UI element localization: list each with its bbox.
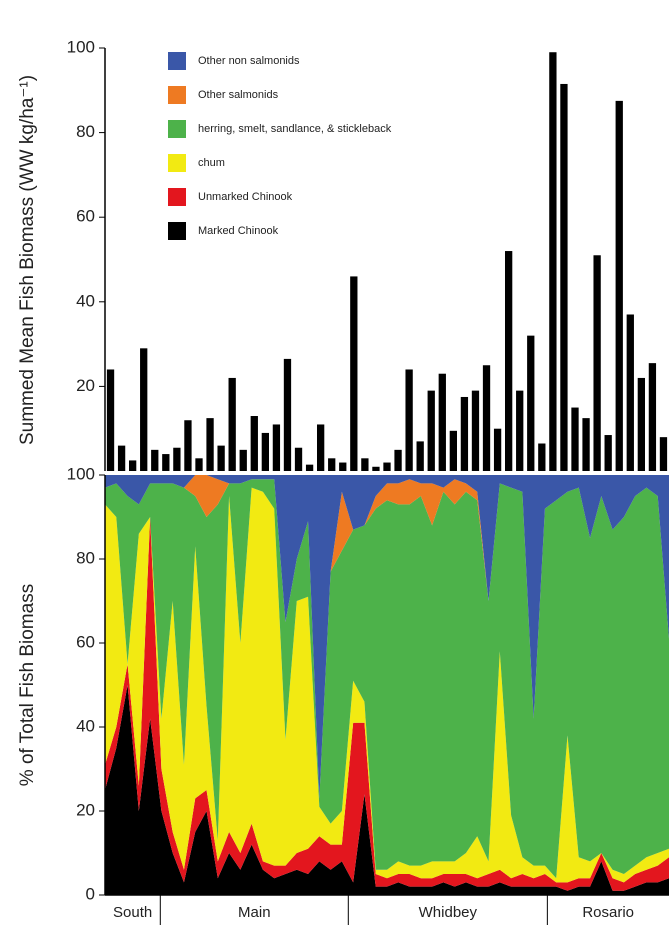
bar: [228, 377, 236, 471]
bar: [361, 458, 369, 471]
legend-label: Other non salmonids: [198, 55, 300, 67]
bar: [128, 460, 137, 471]
bar: [571, 407, 579, 471]
y-tick-label: 60: [76, 632, 95, 651]
legend-label: Marked Chinook: [198, 225, 279, 237]
bar: [106, 369, 115, 471]
bar: [615, 100, 623, 471]
bar: [372, 466, 380, 471]
bar: [117, 445, 126, 471]
bar: [482, 365, 491, 471]
y-tick-label: 0: [86, 884, 95, 903]
bar: [272, 424, 281, 471]
bar: [471, 390, 480, 471]
y-tick-label: 100: [67, 464, 95, 483]
bar: [239, 449, 247, 471]
area: [105, 685, 669, 895]
legend-label: herring, smelt, sandlance, & stickleback: [198, 123, 392, 135]
bottom-y-title: % of Total Fish Biomass: [17, 584, 38, 786]
bar: [416, 441, 424, 471]
bar: [582, 418, 590, 471]
y-tick-label: 100: [67, 37, 95, 56]
bar: [184, 420, 192, 471]
legend-label: Other salmonids: [198, 89, 279, 101]
legend-swatch: [168, 154, 186, 172]
group-label: Rosario: [582, 904, 634, 921]
legend-swatch: [168, 52, 186, 70]
bar: [151, 449, 159, 471]
bar: [316, 424, 325, 471]
bar: [449, 430, 458, 471]
bar: [206, 418, 214, 471]
bar: [394, 449, 402, 471]
area: [105, 479, 669, 879]
bar: [339, 462, 347, 471]
legend-swatch: [168, 120, 186, 138]
bar: [604, 435, 612, 471]
bar: [659, 437, 668, 471]
bar: [438, 373, 446, 471]
bar: [538, 443, 546, 471]
legend-swatch: [168, 222, 186, 240]
legend-label: Unmarked Chinook: [198, 191, 293, 203]
bar: [305, 464, 314, 471]
bar: [217, 445, 225, 471]
bar: [493, 428, 502, 471]
bar: [648, 363, 657, 471]
bar: [637, 377, 646, 471]
bar: [250, 416, 258, 471]
y-tick-label: 20: [76, 376, 95, 395]
bar: [549, 52, 557, 471]
y-tick-label: 40: [76, 291, 95, 310]
y-tick-label: 40: [76, 716, 95, 735]
bar: [593, 255, 601, 471]
bar: [527, 335, 535, 471]
bar: [195, 458, 203, 471]
bar: [350, 276, 358, 471]
y-tick-label: 20: [76, 800, 95, 819]
area: [105, 487, 669, 883]
legend-label: chum: [198, 157, 225, 169]
y-tick-label: 80: [76, 122, 95, 141]
bar: [626, 314, 634, 471]
legend-swatch: [168, 188, 186, 206]
group-label: South: [113, 904, 152, 921]
y-tick-label: 60: [76, 207, 95, 226]
bar: [516, 390, 524, 471]
bar: [405, 369, 413, 471]
legend-swatch: [168, 86, 186, 104]
bar: [140, 348, 148, 471]
bar: [162, 454, 170, 471]
area: [105, 475, 669, 799]
bar: [427, 390, 435, 471]
bar: [560, 83, 568, 471]
bar: [173, 447, 181, 471]
bar: [383, 462, 391, 471]
bar: [261, 432, 270, 471]
bar: [328, 458, 336, 471]
group-label: Whidbey: [419, 904, 478, 921]
top-y-title: Summed Mean Fish Biomass (WW kg/ha⁻¹): [17, 75, 38, 445]
bar: [294, 447, 303, 471]
group-label: Main: [238, 904, 271, 921]
y-tick-label: 80: [76, 548, 95, 567]
bar: [460, 396, 469, 471]
bar: [283, 358, 292, 471]
bar: [504, 251, 513, 471]
